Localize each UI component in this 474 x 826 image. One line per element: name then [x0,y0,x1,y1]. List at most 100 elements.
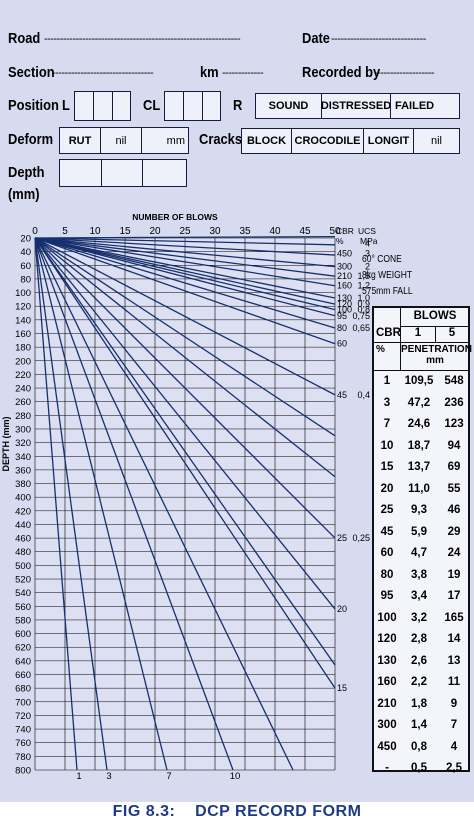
crack-block-option[interactable]: BLOCK [241,128,292,154]
y-tick-label: 700 [15,697,31,708]
cbr-line-label: 20 [337,604,347,614]
recorded-field-line[interactable]: ------------------- [374,67,435,79]
rut-label: RUT [59,127,101,154]
rut-value[interactable]: nil [100,127,142,154]
cbr-cell: 7 [383,418,391,430]
km-field-line[interactable]: ------------- [222,67,264,79]
position-left-boxes[interactable] [74,91,131,121]
blow-rate-line [34,237,336,268]
y-tick-label: 100 [15,288,31,299]
right-axis-header: UCS [358,226,376,236]
blow-rate-line [34,237,78,771]
recorded-by-label: Recorded by [302,64,381,81]
condition-failed-option[interactable]: FAILED [390,93,460,119]
x-axis-title: NUMBER OF BLOWS [132,212,218,222]
crack-value[interactable]: nil [413,128,460,154]
blows-penetration-table: BLOWS CBR 1 5 % PENETRATION mm 1 109,5 548… [372,306,472,774]
x-tick-label: 0 [32,226,38,237]
y-tick-label: 300 [15,424,31,435]
blow-rate-line [34,237,336,287]
cbr-line-label: 300 [337,262,352,272]
x-tick-label: 50 [329,226,341,237]
blow-rate-line [34,237,336,317]
crack-crocodile-option[interactable]: CROCODILE [291,128,364,154]
mm-header: mm [426,355,444,366]
km-label: km [200,64,219,81]
blows-5-cell: 165 [444,611,464,624]
cbr-cell: 130 [377,654,397,667]
y-tick-label: 560 [15,602,31,613]
ucs-line-label: 0,8 [357,305,370,315]
section-label: Section [8,64,55,81]
blows-5-cell: 46 [447,504,461,516]
y-tick-label: 60 [20,261,31,272]
cbr-cell: - [385,762,389,774]
blows-5-cell: 548 [444,375,464,387]
cbr-cell: 1 [383,375,391,387]
blows-1-cell: 47,2 [407,396,431,409]
y-tick-label: 680 [15,684,31,695]
y-tick-label: 780 [15,752,31,763]
blows-1-cell: 18,7 [407,439,431,452]
ucs-line-label: 1,2 [357,281,370,291]
cbr-header: CBR [376,327,401,339]
blow-rate-line [34,237,336,246]
position-centreline-boxes[interactable] [164,91,221,121]
y-tick-label: 180 [15,343,31,354]
cbr-line-label: 95 [337,311,347,321]
y-tick-label: 760 [15,738,31,749]
y-tick-label: 440 [15,520,31,531]
blow-rate-line [34,235,336,239]
condition-distressed-option[interactable]: DISTRESSED [321,93,391,119]
blow-rate-line [34,237,336,478]
depth-label: Depth [8,164,45,181]
deform-label: Deform [8,131,54,148]
blows-1-cell: 3,4 [411,590,427,602]
y-tick-label: 540 [15,588,31,599]
blows-5-cell: 24 [447,547,461,559]
blows-5-cell: 9 [450,697,458,710]
blows-5-cell: 29 [447,525,461,538]
x-tick-label: 25 [179,226,191,237]
ucs-line-label: 0,4 [357,390,370,400]
y-tick-label: 580 [15,615,31,626]
cbr-bottom-label: 3 [106,771,111,782]
blows-5-cell: 13 [447,654,461,667]
section-field-line[interactable]: -------------------------------- [52,67,154,79]
note-weight: 8kg WEIGHT [362,270,413,281]
condition-sound-option[interactable]: SOUND [255,93,322,119]
depth-entry-boxes[interactable] [59,159,187,187]
blows-1-cell: 0,5 [411,762,427,774]
note-fall: 575mm FALL [362,286,413,297]
cbr-line-label: 210 [337,271,352,281]
blows-1-header: 1 [414,327,422,339]
blow-rate-line [34,237,336,256]
y-tick-label: 500 [15,561,31,572]
y-tick-label: 200 [15,356,31,367]
position-left-label: L [62,97,70,114]
blows-1-cell: 5,9 [411,525,427,538]
cbr-line-label: 25 [337,533,347,543]
cracks-label: Cracks [199,131,243,148]
blows-1-cell: 11,0 [408,482,430,495]
y-tick-label: 460 [15,534,31,545]
x-tick-label: 45 [299,226,311,237]
blow-rate-line [34,237,336,437]
blow-rate-line [34,237,336,689]
cbr-cell: 80 [380,568,394,581]
blows-1-cell: 13,7 [407,461,431,473]
date-field-line[interactable]: ------------------------------ [331,33,426,45]
cbr-line-label: 120 [337,299,352,309]
crack-longit-option[interactable]: LONGIT [363,128,414,154]
x-tick-label: 30 [209,226,221,237]
ucs-line-label: 3 [365,249,370,259]
road-field-line[interactable]: ----------------------------------------… [44,33,241,45]
ucs-line-label: 0,9 [357,299,370,309]
cbr-line-label: 60 [337,339,347,349]
right-axis-header: CBR [336,226,354,236]
blow-rate-line [34,237,336,329]
cbr-cell: 45 [380,525,394,538]
blows-5-cell: 14 [447,633,461,645]
x-tick-label: 40 [269,226,281,237]
cbr-cell: 300 [377,719,397,731]
